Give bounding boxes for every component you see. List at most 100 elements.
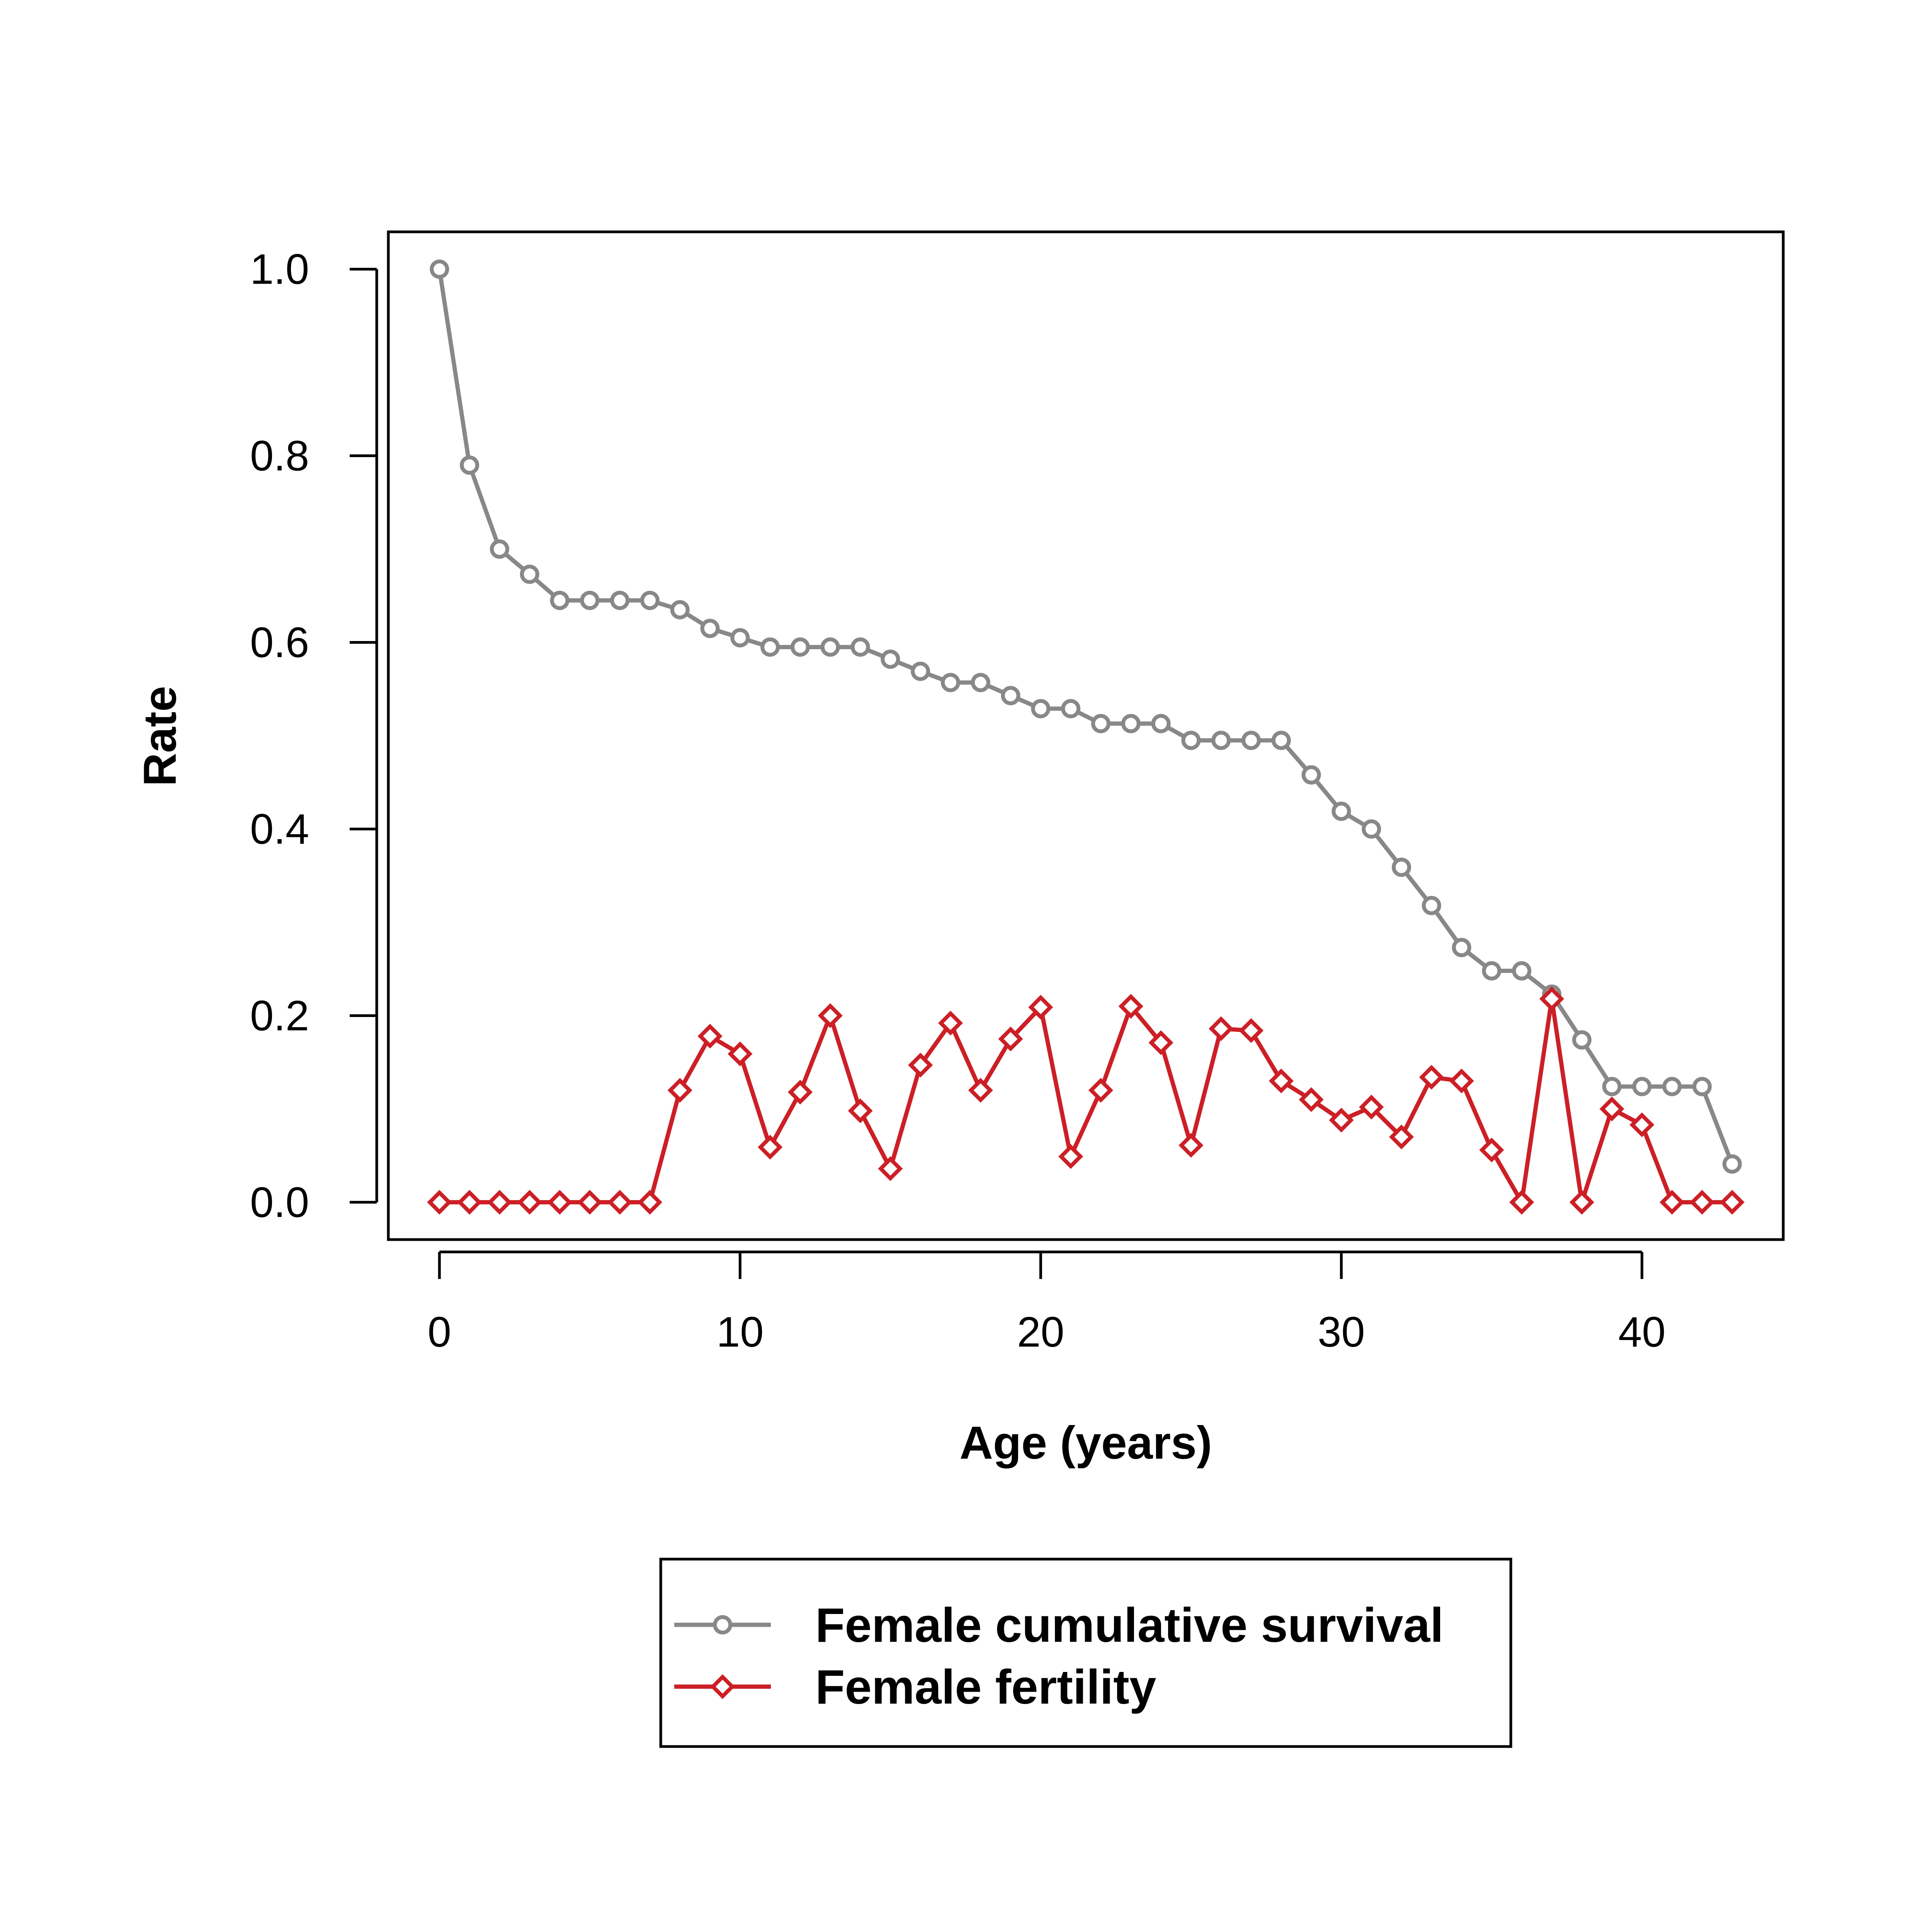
y-tick-label: 0.2 (250, 992, 309, 1039)
survival-point (640, 590, 660, 610)
survival-point (1362, 819, 1381, 839)
fertility-point (878, 1156, 903, 1181)
x-tick-label: 30 (1318, 1308, 1365, 1356)
survival-point (1001, 686, 1020, 706)
fertility-point (1419, 1065, 1444, 1090)
survival-point (700, 619, 720, 638)
survival-point (971, 673, 990, 692)
survival-point (1211, 731, 1231, 750)
fertility-point (1058, 1144, 1083, 1169)
survival-point (1031, 699, 1051, 718)
survival-point (911, 662, 930, 681)
survival-point (1151, 714, 1171, 733)
survival-point (1121, 714, 1141, 733)
y-tick-label: 0.8 (250, 432, 309, 480)
fertility-point (667, 1078, 692, 1103)
survival-point (610, 590, 630, 610)
survival-point (940, 673, 960, 692)
survival-point (1271, 731, 1291, 750)
fertility-point (637, 1190, 662, 1215)
fertility-point (1269, 1068, 1294, 1094)
fertility-point (457, 1190, 482, 1215)
fertility-point (547, 1190, 572, 1215)
fertility-point (1629, 1112, 1655, 1138)
fertility-point (1148, 1030, 1173, 1055)
fertility-point (427, 1190, 452, 1215)
plot-marks (427, 259, 1745, 1215)
survival-point (760, 637, 780, 657)
fertility-point (1028, 995, 1053, 1020)
y-tick-label: 0.4 (250, 805, 309, 853)
survival-point (520, 565, 539, 584)
survival-point (1722, 1154, 1742, 1174)
fertility-point (1719, 1190, 1745, 1215)
legend-survival-label: Female cumulative survival (815, 1599, 1444, 1652)
survival-point (460, 455, 480, 475)
fertility-point (607, 1190, 633, 1215)
survival-point (1512, 961, 1532, 981)
fertility-point (1689, 1190, 1715, 1215)
fertility-point (998, 1026, 1023, 1051)
survival-point (1241, 731, 1261, 750)
survival-point (1391, 857, 1411, 877)
fertility-point (908, 1053, 933, 1078)
fertility-point (1599, 1096, 1624, 1121)
fertility-line (439, 997, 1732, 1204)
survival-point (1332, 801, 1351, 821)
survival-point (1482, 961, 1502, 981)
x-tick-label: 20 (1017, 1308, 1064, 1356)
survival-point (850, 637, 870, 657)
survival-point (1061, 699, 1081, 718)
fertility-point (968, 1078, 993, 1103)
fertility-point (848, 1098, 873, 1123)
legend-frame (659, 1558, 1512, 1748)
fertility-point (1569, 1190, 1594, 1215)
fertility-point (1299, 1087, 1324, 1112)
legend: Female cumulative survival Female fertili… (659, 1558, 1512, 1748)
plot-frame (387, 230, 1785, 1241)
survival-point (1452, 938, 1471, 957)
fertility-point (787, 1080, 813, 1105)
fertility-point (1209, 1016, 1234, 1041)
fertility-point (1238, 1018, 1264, 1043)
x-axis: 0 10 20 30 40 (428, 1250, 1666, 1356)
y-tick-label: 0.6 (250, 619, 309, 667)
fertility-point (938, 1010, 963, 1036)
y-tick-label: 1.0 (250, 246, 309, 293)
fertility-point (1359, 1095, 1384, 1120)
survival-point (550, 590, 570, 610)
survival-point (820, 637, 840, 657)
legend-fertility-label: Female fertility (815, 1660, 1156, 1714)
fertility-point (577, 1190, 602, 1215)
survival-point (881, 649, 900, 669)
fertility-point (1660, 1190, 1685, 1215)
survival-point (580, 590, 600, 610)
survival-point (1632, 1077, 1652, 1096)
fertility-point (728, 1041, 753, 1066)
legend-fertility-marker (710, 1674, 735, 1699)
survival-point (1091, 714, 1111, 733)
y-tick-label: 0.0 (250, 1179, 309, 1226)
y-axis-title: Rate (134, 686, 186, 786)
fertility-point (758, 1134, 783, 1160)
fertility-point (818, 1003, 843, 1028)
fertility-point (517, 1190, 542, 1215)
survival-point (730, 628, 750, 648)
survival-point (430, 259, 449, 279)
fertility-point (697, 1024, 723, 1049)
fertility-point (1179, 1133, 1204, 1158)
x-tick-label: 0 (428, 1308, 451, 1356)
fertility-point (1479, 1138, 1504, 1163)
survival-point (490, 539, 509, 559)
survival-point (790, 637, 810, 657)
fertility-point (1118, 994, 1143, 1019)
survival-point (1602, 1077, 1622, 1096)
y-axis: 0.0 0.2 0.4 0.6 0.8 1.0 (250, 246, 378, 1226)
survival-point (1692, 1077, 1712, 1096)
survival-point (1422, 896, 1441, 915)
survival-point (1181, 731, 1201, 750)
survival-point (1662, 1077, 1682, 1096)
fertility-point (1329, 1107, 1354, 1133)
x-tick-label: 10 (716, 1308, 764, 1356)
